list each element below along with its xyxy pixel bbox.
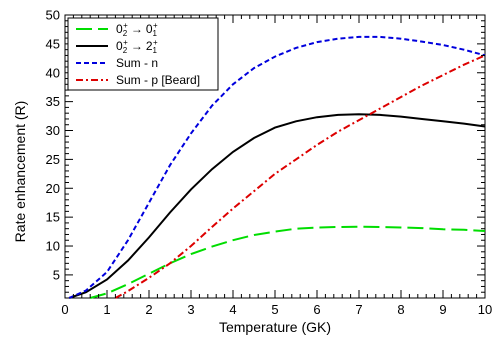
legend-label-part: → <box>131 22 143 36</box>
legend-label-part: + <box>153 21 158 30</box>
x-tick-label: 8 <box>397 302 404 317</box>
y-tick-label: 35 <box>46 94 60 109</box>
legend-label-part: 0 <box>116 39 123 53</box>
x-axis-label: Temperature (GK) <box>219 319 331 335</box>
x-tick-label: 6 <box>313 302 320 317</box>
x-tick-label: 2 <box>145 302 152 317</box>
legend-label-part: 2 <box>123 29 128 38</box>
y-axis-label: Rate enhancement (R) <box>12 101 28 243</box>
x-tick-label: 5 <box>271 302 278 317</box>
series-line-1 <box>89 225 486 299</box>
series-layer <box>68 35 486 299</box>
x-tick-label: 3 <box>187 302 194 317</box>
legend-label-part: 0 <box>146 22 153 36</box>
legend-label-part: 2 <box>123 46 128 55</box>
x-tick-label: 4 <box>229 302 236 317</box>
y-tick-label: 45 <box>46 36 60 51</box>
x-tick-label: 9 <box>439 302 446 317</box>
y-tick-label: 15 <box>46 210 60 225</box>
series-line-4 <box>114 54 486 299</box>
legend-box <box>67 17 219 91</box>
x-tick-label: 7 <box>355 302 362 317</box>
legend-label-part: + <box>123 38 128 47</box>
legend-label-4: Sum - p [Beard] <box>116 73 200 87</box>
y-tick-label: 20 <box>46 181 60 196</box>
legend-label-1: 02+ → 01+ <box>116 21 158 38</box>
y-tick-label: 50 <box>46 8 60 23</box>
y-tick-label: 5 <box>53 267 60 282</box>
legend-label-part: 0 <box>116 22 123 36</box>
legend-label-part: 2 <box>146 39 153 53</box>
legend-label-3: Sum - n <box>116 56 158 70</box>
x-tick-label: 10 <box>478 302 492 317</box>
x-tick-label: 0 <box>61 302 68 317</box>
legend-label-2: 02+ → 21+ <box>116 38 158 55</box>
legend-label-part: → <box>131 39 143 53</box>
legend-label-part: + <box>123 21 128 30</box>
series-line-2 <box>68 113 486 299</box>
series-line-3 <box>68 35 486 299</box>
y-tick-label: 40 <box>46 65 60 80</box>
legend-label-part: + <box>153 38 158 47</box>
x-tick-label: 1 <box>103 302 110 317</box>
y-tick-label: 30 <box>46 123 60 138</box>
y-tick-label: 25 <box>46 152 60 167</box>
legend-label-part: 1 <box>153 29 158 38</box>
legend-label-part: 1 <box>153 46 158 55</box>
y-tick-label: 10 <box>46 239 60 254</box>
